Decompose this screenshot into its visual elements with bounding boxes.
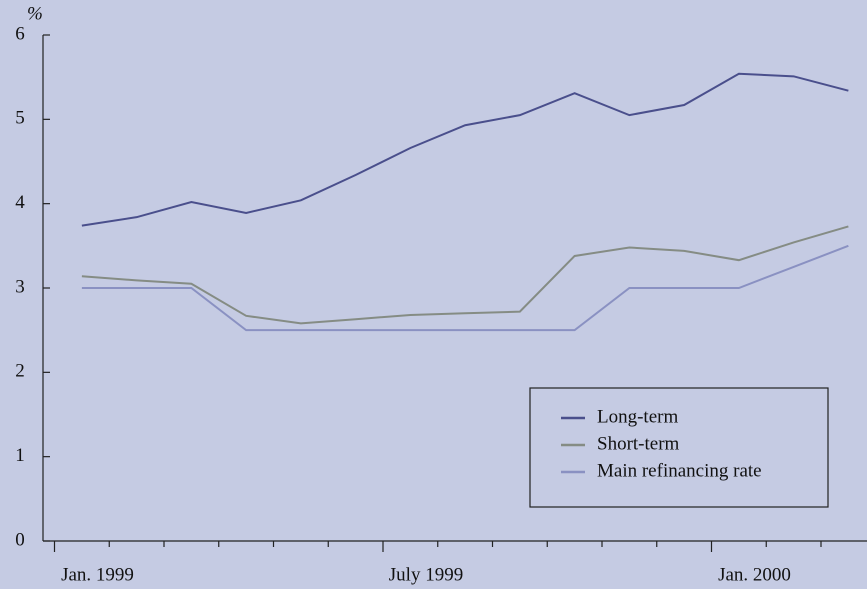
x-tick-label: July 1999 (389, 564, 463, 585)
series-line (81, 72, 849, 227)
y-tick-label: 2 (15, 361, 25, 382)
y-tick-label: 4 (15, 192, 25, 213)
series-line (81, 225, 849, 325)
legend-label: Short-term (597, 433, 680, 454)
y-tick-label: 0 (15, 529, 25, 550)
legend-label: Long-term (597, 406, 678, 427)
y-tick-label: 3 (15, 276, 25, 297)
x-tick-label: Jan. 2000 (718, 564, 791, 585)
y-tick-label: 6 (15, 23, 25, 44)
legend-label: Main refinancing rate (597, 460, 762, 481)
legend-box (529, 387, 829, 508)
series-line (81, 244, 849, 332)
y-tick-label: 1 (15, 445, 25, 466)
x-tick-label: Jan. 1999 (61, 564, 134, 585)
y-tick-label: 5 (15, 108, 25, 129)
y-axis-label: % (27, 3, 43, 24)
